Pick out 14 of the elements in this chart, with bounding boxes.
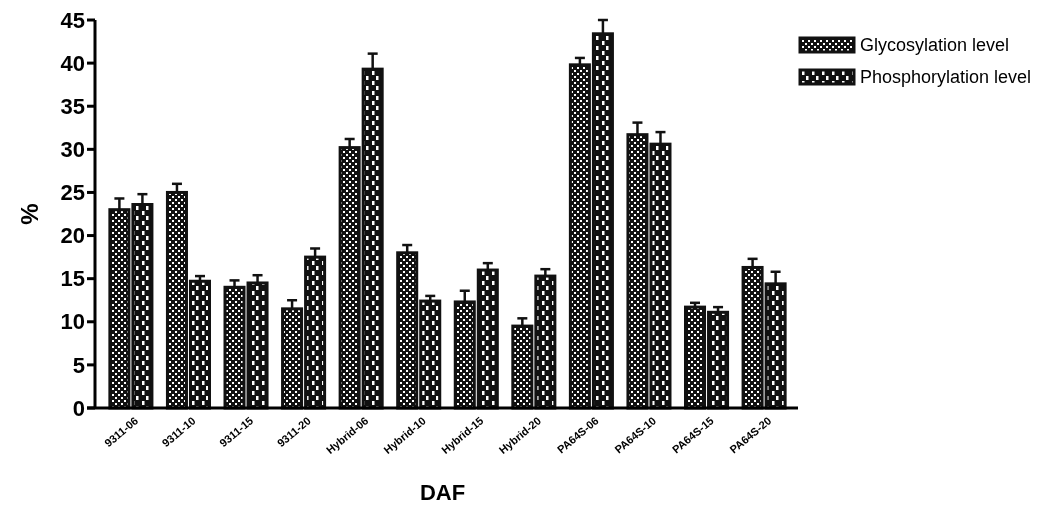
x-axis-title: DAF	[419, 480, 466, 505]
y-tick-label: 40	[60, 50, 85, 76]
y-tick-label: 30	[60, 137, 85, 163]
y-tick-label: 5	[72, 352, 85, 378]
y-tick-label: 10	[60, 309, 85, 335]
y-tick-label: 25	[60, 180, 85, 206]
y-tick-label: 20	[60, 223, 85, 249]
y-tick-label: 45	[60, 7, 85, 33]
y-tick-label: 0	[72, 395, 85, 421]
y-tick-label: 35	[60, 93, 85, 119]
y-axis-title: %	[16, 203, 43, 225]
legend-label: Phosphorylation level	[860, 67, 1032, 88]
y-tick-label: 15	[60, 266, 85, 292]
legend-label: Glycosylation level	[860, 35, 1010, 56]
